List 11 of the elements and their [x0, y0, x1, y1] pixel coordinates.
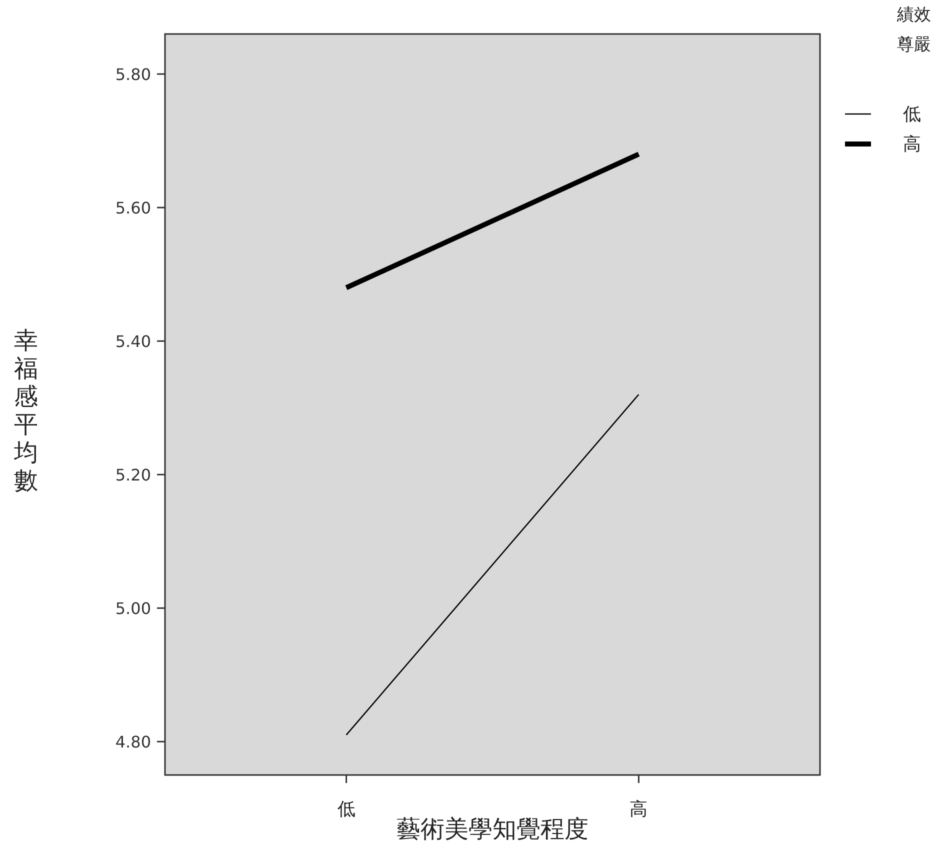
- y-tick-label: 5.20: [115, 466, 151, 485]
- y-axis-title: 幸福感平均數: [13, 326, 38, 494]
- legend-label: 低: [903, 104, 921, 125]
- legend-title: 績效尊嚴: [896, 5, 931, 55]
- legend-label: 高: [903, 134, 921, 155]
- y-tick-label: 4.80: [115, 732, 151, 752]
- x-axis-title: 藝術美學知覺程度: [396, 815, 588, 843]
- y-tick-label: 5.00: [115, 599, 151, 618]
- y-tick-label: 5.60: [115, 198, 151, 218]
- y-tick-label: 5.80: [115, 65, 151, 84]
- y-tick-label: 5.40: [115, 332, 151, 352]
